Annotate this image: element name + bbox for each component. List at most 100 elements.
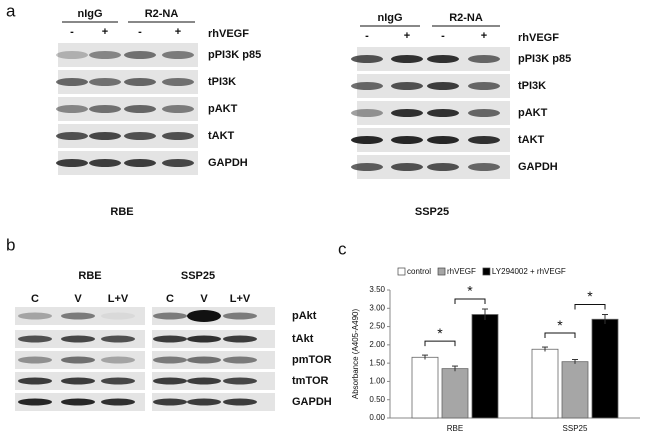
- blot-band: [468, 163, 500, 171]
- cell-line-label: SSP25: [181, 270, 215, 282]
- blot-band: [153, 356, 187, 364]
- cell-line-label: RBE: [78, 270, 101, 282]
- blot-band: [61, 335, 95, 343]
- blot-band: [187, 398, 221, 406]
- blot-band: [391, 136, 423, 144]
- lane-label: L+V: [108, 293, 129, 305]
- annotation: *: [587, 288, 593, 304]
- treatment-label: rhVEGF: [518, 32, 559, 44]
- blot-band: [351, 163, 383, 171]
- y-tick-label: 3.00: [369, 303, 385, 312]
- treatment-label: rhVEGF: [208, 28, 249, 40]
- blot-band: [162, 78, 194, 86]
- blot-band: [56, 51, 88, 59]
- blot-band: [351, 136, 383, 144]
- blot-band: [427, 55, 459, 63]
- blot-band: [427, 82, 459, 90]
- blot-band: [468, 136, 500, 144]
- blot-band: [153, 335, 187, 343]
- blot-band: [18, 377, 52, 385]
- blot-band: [101, 312, 135, 320]
- blot-band: [89, 159, 121, 167]
- blot-band: [187, 356, 221, 364]
- blot-band: [89, 105, 121, 113]
- blot-band: [18, 356, 52, 364]
- lane-label: +: [175, 26, 181, 38]
- blot-band: [124, 105, 156, 113]
- blot-band: [101, 398, 135, 406]
- blot-band: [18, 335, 52, 343]
- group-label: nIgG: [77, 8, 102, 20]
- bar: [441, 368, 469, 419]
- lane-label: C: [166, 293, 174, 305]
- group-label: R2-NA: [145, 8, 179, 20]
- bar: [531, 348, 559, 419]
- blot-band: [89, 132, 121, 140]
- x-tick-label: RBE: [447, 424, 463, 433]
- blot-band: [153, 398, 187, 406]
- annotation: *: [437, 325, 443, 341]
- blot-band: [56, 159, 88, 167]
- band-label: pAKT: [518, 107, 548, 119]
- blot-band: [223, 312, 257, 320]
- y-tick-label: 1.50: [369, 358, 385, 367]
- blot-band: [351, 109, 383, 117]
- blot-band: [427, 109, 459, 117]
- blot-band: [427, 163, 459, 171]
- blot-band: [56, 132, 88, 140]
- blot-band: [391, 82, 423, 90]
- blot-band: [101, 377, 135, 385]
- blot-band: [468, 82, 500, 90]
- lane-label: -: [365, 30, 369, 42]
- y-tick-label: 0.50: [369, 395, 385, 404]
- group-label: nIgG: [377, 12, 402, 24]
- lane-label: +: [404, 30, 410, 42]
- band-label: tAkt: [292, 333, 314, 345]
- panel-label: a: [6, 1, 16, 20]
- blot-band: [56, 78, 88, 86]
- band-label: tAKT: [518, 134, 545, 146]
- blot-band: [124, 78, 156, 86]
- band-label: pmTOR: [292, 354, 332, 366]
- blot-band: [124, 51, 156, 59]
- bracket: [574, 304, 606, 310]
- legend-label: rhVEGF: [447, 267, 476, 276]
- bar: [591, 318, 619, 419]
- y-tick-label: 1.00: [369, 377, 385, 386]
- blot-band: [101, 335, 135, 343]
- blot-band: [124, 132, 156, 140]
- blot-band: [162, 105, 194, 113]
- band-label: tPI3K: [208, 76, 236, 88]
- blot-band: [391, 163, 423, 171]
- lane-label: -: [441, 30, 445, 42]
- annotation: *: [557, 317, 563, 333]
- bar: [411, 356, 439, 419]
- blot-band: [101, 356, 135, 364]
- band-label: pPI3K p85: [208, 49, 261, 61]
- lane-label: V: [74, 293, 82, 305]
- bar: [471, 314, 499, 419]
- blot-band: [351, 82, 383, 90]
- lane-label: +: [102, 26, 108, 38]
- cell-line-label: SSP25: [415, 206, 449, 218]
- blot-band: [351, 55, 383, 63]
- legend-label: control: [407, 267, 431, 276]
- y-tick-label: 2.00: [369, 340, 385, 349]
- blot-band: [18, 398, 52, 406]
- legend-swatch: [482, 267, 491, 276]
- band-label: tmTOR: [292, 375, 329, 387]
- y-tick-label: 3.50: [369, 285, 385, 294]
- blot-band: [162, 132, 194, 140]
- y-tick-label: 0.00: [369, 413, 385, 422]
- y-tick-label: 2.50: [369, 322, 385, 331]
- blot-band: [223, 335, 257, 343]
- blot-band: [187, 310, 221, 322]
- band-label: pAkt: [292, 310, 317, 322]
- y-axis-label: Absorbance (A405-A490): [351, 309, 360, 400]
- band-label: tPI3K: [518, 80, 546, 92]
- blot-band: [391, 109, 423, 117]
- lane-label: V: [200, 293, 208, 305]
- blot-band: [18, 312, 52, 320]
- band-label: tAKT: [208, 130, 235, 142]
